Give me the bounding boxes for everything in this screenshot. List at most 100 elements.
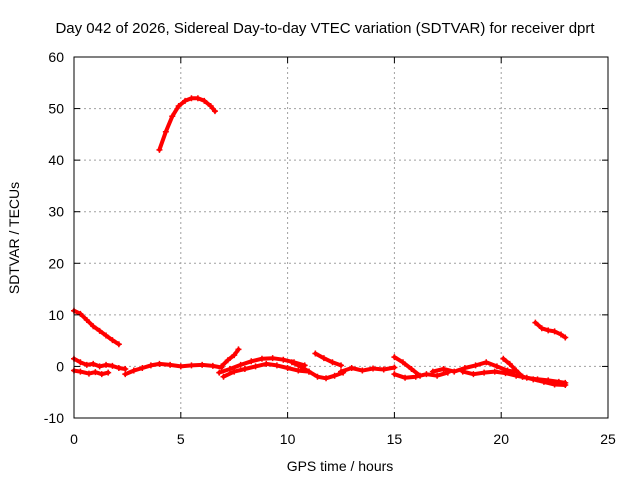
data-point (218, 363, 225, 370)
data-point (115, 341, 122, 348)
data-point (451, 368, 458, 375)
data-point (109, 337, 116, 344)
data-point (115, 364, 122, 371)
data-point (297, 363, 304, 370)
data-point (263, 360, 270, 367)
series-arc-low-d (219, 347, 241, 369)
data-point (545, 327, 552, 334)
series-arc-early (72, 308, 121, 347)
data-point (209, 362, 216, 369)
data-point (220, 373, 227, 380)
data-point (77, 368, 84, 375)
data-point (562, 334, 569, 341)
data-point (423, 371, 430, 378)
y-tick-label: -10 (44, 410, 64, 426)
data-point (122, 366, 129, 373)
data-point (399, 359, 406, 366)
x-tick-label: 15 (387, 431, 403, 447)
data-point (391, 364, 398, 371)
series-arc-low-l (430, 360, 516, 374)
data-point (237, 361, 244, 368)
data-point (226, 366, 233, 373)
data-point (391, 371, 398, 378)
data-point (231, 368, 238, 375)
data-point (105, 369, 112, 376)
data-point (130, 367, 137, 374)
data-point (483, 359, 490, 366)
data-point (481, 369, 488, 376)
data-point (359, 367, 366, 374)
y-tick-label: 40 (48, 152, 64, 168)
data-point (562, 381, 569, 388)
data-point (551, 381, 558, 388)
data-point (194, 95, 201, 102)
data-point (440, 366, 447, 373)
x-axis-label: GPS time / hours (287, 458, 394, 474)
data-point (312, 350, 319, 357)
data-point (92, 369, 99, 376)
series-arc-low-j (392, 355, 422, 378)
x-tick-label: 0 (70, 431, 78, 447)
x-tick-label: 20 (493, 431, 509, 447)
y-tick-label: 30 (48, 204, 64, 220)
x-tick-label: 10 (280, 431, 296, 447)
data-point (493, 363, 500, 370)
data-point (459, 368, 466, 375)
data-point (532, 319, 539, 326)
data-point (109, 362, 116, 369)
data-point (280, 356, 287, 363)
data-point (96, 363, 103, 370)
data-point (103, 332, 110, 339)
x-tick-label: 5 (177, 431, 185, 447)
data-point (248, 358, 255, 365)
data-point (139, 364, 146, 371)
y-tick-label: 0 (56, 358, 64, 374)
data-point (241, 366, 248, 373)
data-point (177, 363, 184, 370)
series-arc-high (157, 96, 217, 152)
data-point (77, 310, 84, 317)
y-tick-label: 50 (48, 101, 64, 117)
data-point (288, 359, 295, 366)
data-point (98, 371, 105, 378)
data-point (402, 374, 409, 381)
data-point (284, 364, 291, 371)
data-point (506, 360, 513, 367)
data-point (83, 361, 90, 368)
data-point (83, 317, 90, 324)
data-point (96, 327, 103, 334)
data-point (122, 371, 129, 378)
data-point (540, 378, 547, 385)
chart-title: Day 042 of 2026, Sidereal Day-to-day VTE… (55, 20, 595, 37)
data-point (305, 368, 312, 375)
data-point (77, 359, 84, 366)
data-point (162, 128, 169, 135)
data-point (216, 369, 223, 376)
y-tick-label: 60 (48, 49, 64, 65)
data-point (199, 361, 206, 368)
data-point (551, 328, 558, 335)
data-point (530, 376, 537, 383)
data-point (348, 364, 355, 371)
data-point (235, 346, 242, 353)
data-point (338, 368, 344, 375)
data-point (329, 359, 336, 366)
data-point (429, 368, 436, 375)
data-point (513, 367, 520, 374)
plot-frame (73, 56, 609, 419)
series-arc-low-c (123, 361, 224, 377)
data-point (207, 102, 214, 109)
data-point (103, 361, 110, 368)
data-point (156, 146, 163, 153)
data-point (85, 370, 92, 377)
data-point (538, 325, 545, 332)
data-point (188, 95, 195, 102)
data-point (295, 367, 302, 374)
data-series (71, 95, 569, 388)
data-point (224, 357, 231, 364)
data-point (147, 362, 154, 369)
y-tick-label: 10 (48, 307, 64, 323)
data-point (314, 373, 321, 380)
series-arc-low-h (313, 351, 343, 368)
data-point (408, 366, 415, 373)
